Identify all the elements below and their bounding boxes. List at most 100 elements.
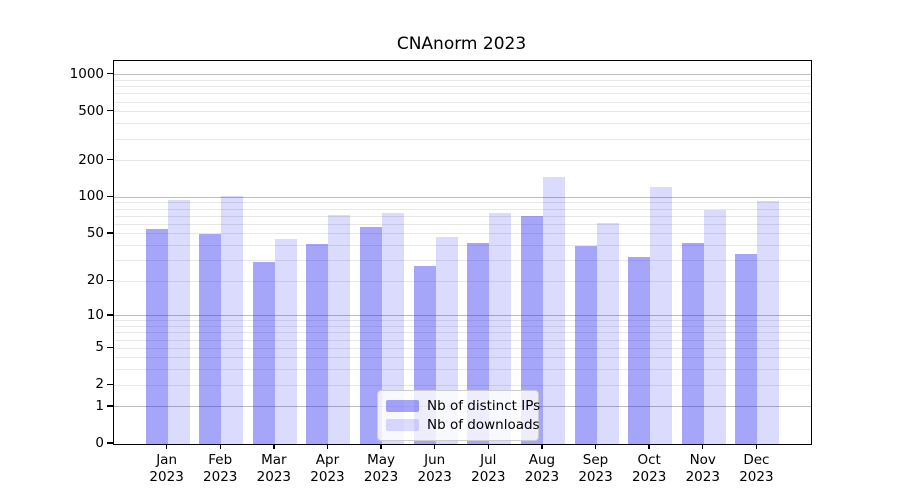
bar-distinct-ips-mar (252, 262, 275, 444)
y-tick-label: 1000 (69, 65, 104, 82)
y-tick-mark (107, 195, 113, 198)
x-tick-label: Jul 2023 (456, 452, 520, 486)
bar-distinct-ips-oct (628, 257, 651, 444)
x-tick-label: Sep 2023 (564, 452, 628, 486)
plot-area (113, 60, 812, 445)
bar-downloads-may (382, 212, 405, 444)
bar-distinct-ips-nov (681, 243, 704, 444)
y-tick-label: 200 (78, 151, 104, 168)
x-tick-year: 2023 (149, 469, 184, 485)
x-tick-month: Apr (315, 452, 340, 468)
minor-gridline (114, 101, 811, 103)
x-tick-year: 2023 (524, 469, 560, 485)
bar-downloads-feb (221, 196, 244, 444)
x-tick-label: Aug 2023 (510, 452, 574, 486)
x-tick-year: 2023 (685, 469, 720, 485)
minor-gridline (114, 223, 811, 225)
x-tick-label: Nov 2023 (671, 452, 735, 486)
y-tick-label: 50 (86, 224, 104, 241)
minor-gridline (114, 215, 811, 217)
y-tick-mark (107, 405, 113, 407)
x-tick-label: Mar 2023 (242, 452, 306, 486)
x-tick-label: May 2023 (349, 452, 413, 486)
x-tick-mark (380, 444, 382, 450)
x-tick-year: 2023 (631, 469, 667, 485)
y-tick-mark (107, 346, 113, 348)
bar-downloads-nov (703, 209, 726, 444)
y-tick-label: 100 (78, 188, 104, 205)
minor-gridline (114, 160, 811, 162)
bar-distinct-ips-apr (306, 244, 329, 444)
y-tick-mark (107, 110, 113, 112)
x-tick-month: Jan (156, 452, 178, 468)
bar-downloads-apr (328, 214, 351, 444)
major-gridline (114, 315, 811, 317)
legend-item-distinct-ips: Nb of distinct IPs (386, 396, 540, 415)
minor-gridline (114, 280, 811, 282)
minor-gridline (114, 245, 811, 247)
x-tick-label: Apr 2023 (295, 452, 359, 486)
x-tick-month: Jul (480, 452, 497, 468)
x-tick-mark (755, 444, 758, 450)
x-tick-mark (648, 444, 650, 450)
x-tick-mark (165, 444, 168, 450)
minor-gridline (114, 339, 811, 341)
legend-label-distinct-ips: Nb of distinct IPs (427, 397, 541, 414)
minor-gridline (114, 384, 811, 386)
minor-gridline (114, 123, 811, 125)
y-tick-mark (107, 158, 113, 161)
minor-gridline (114, 111, 811, 113)
y-tick-label: 500 (78, 102, 104, 119)
x-tick-month: Jun (424, 452, 446, 468)
y-tick-mark (107, 73, 113, 75)
x-tick-mark (273, 444, 275, 450)
minor-gridline (114, 332, 811, 334)
bar-downloads-mar (274, 239, 297, 444)
legend: Nb of distinct IPs Nb of downloads (377, 390, 540, 441)
y-tick-mark (107, 383, 113, 385)
bar-distinct-ips-jan (145, 228, 168, 444)
minor-gridline (114, 208, 811, 210)
x-tick-label: Feb 2023 (188, 452, 252, 486)
x-tick-year: 2023 (739, 469, 774, 485)
y-tick-mark (107, 314, 113, 316)
x-tick-mark (487, 444, 489, 450)
x-tick-month: Aug (528, 452, 556, 468)
legend-label-downloads: Nb of downloads (427, 416, 540, 433)
minor-gridline (114, 93, 811, 95)
x-tick-mark (702, 444, 704, 450)
x-tick-month: Mar (261, 452, 287, 468)
x-tick-month: Sep (582, 452, 609, 468)
x-tick-month: Dec (743, 452, 770, 468)
x-tick-label: Jun 2023 (403, 452, 467, 486)
minor-gridline (114, 138, 811, 140)
major-gridline (114, 196, 811, 198)
x-tick-year: 2023 (363, 469, 399, 485)
y-tick-label: 20 (86, 272, 104, 289)
minor-gridline (114, 357, 811, 359)
minor-gridline (114, 202, 811, 204)
x-tick-year: 2023 (578, 469, 613, 485)
bar-downloads-dec (757, 200, 780, 444)
bar-downloads-sep (596, 223, 619, 444)
x-tick-month: May (367, 452, 396, 468)
minor-gridline (114, 326, 811, 328)
x-tick-year: 2023 (471, 469, 506, 485)
bar-distinct-ips-may (360, 227, 383, 444)
y-tick-label: 0 (95, 435, 104, 451)
minor-gridline (114, 259, 811, 261)
minor-gridline (114, 79, 811, 81)
y-tick-label: 1 (95, 397, 104, 414)
y-tick-label: 10 (86, 306, 104, 323)
x-tick-mark (433, 444, 436, 450)
minor-gridline (114, 320, 811, 322)
bar-distinct-ips-sep (574, 245, 597, 444)
y-tick-mark (107, 279, 113, 281)
x-tick-mark (219, 444, 221, 450)
x-tick-mark (326, 444, 329, 450)
x-tick-year: 2023 (256, 469, 292, 485)
major-gridline (114, 74, 811, 76)
bar-downloads-jul (489, 213, 512, 444)
y-tick-mark (107, 232, 113, 234)
legend-item-downloads: Nb of downloads (386, 415, 540, 434)
